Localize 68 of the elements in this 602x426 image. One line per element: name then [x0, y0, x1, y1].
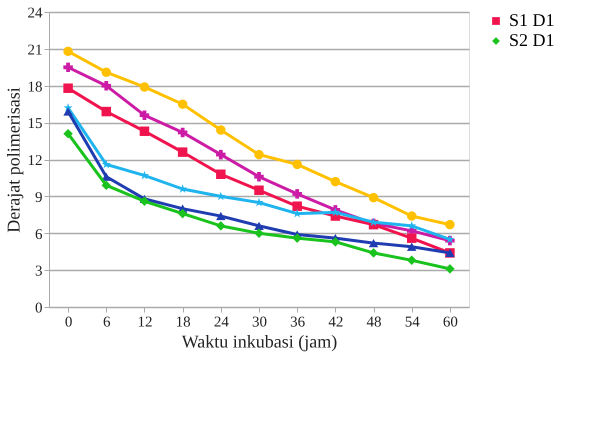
y-tick-label: 3 [35, 264, 42, 280]
y-tick-label: 24 [28, 6, 43, 22]
point [178, 128, 188, 138]
point [292, 160, 302, 170]
point [102, 81, 112, 90]
point [216, 170, 226, 179]
point [254, 150, 264, 160]
point [445, 264, 455, 274]
point [216, 150, 226, 160]
point [330, 176, 340, 186]
legend-label: S1 D1 [509, 10, 555, 30]
point [406, 211, 416, 221]
x-tick-label: 36 [290, 314, 306, 330]
point [178, 147, 188, 157]
y-tick-label: 9 [35, 190, 42, 206]
point [254, 172, 264, 182]
y-tick-label: 6 [35, 226, 43, 243]
point [63, 83, 73, 93]
point [330, 208, 340, 216]
x-tick-label: 48 [366, 314, 382, 330]
point [63, 62, 73, 72]
point [292, 189, 302, 199]
x-tick-label: 60 [442, 314, 458, 330]
point [140, 196, 150, 206]
y-tick-label: 21 [28, 42, 42, 58]
point [406, 233, 416, 243]
point [102, 180, 112, 190]
point [406, 256, 416, 266]
point [140, 126, 150, 136]
point [330, 237, 340, 247]
x-tick-label: 6 [103, 314, 112, 330]
point [254, 228, 264, 238]
legend-label: S2 D1 [509, 30, 555, 50]
point [406, 242, 416, 251]
point [63, 107, 73, 116]
x-tick-label: 24 [214, 314, 230, 330]
x-tick-label: 18 [176, 314, 191, 330]
x-tick-label: 42 [328, 314, 344, 330]
point [140, 82, 150, 92]
point [63, 46, 73, 56]
point [140, 110, 150, 120]
point [368, 248, 378, 258]
point [216, 221, 226, 231]
point [63, 128, 73, 138]
point [445, 220, 455, 230]
point [178, 99, 188, 109]
x-tick-label: 54 [404, 314, 420, 330]
point [178, 208, 188, 218]
x-tick-label: 12 [137, 314, 152, 330]
point [292, 233, 302, 243]
point [216, 125, 226, 135]
point [368, 238, 378, 248]
y-tick-label: 0 [35, 300, 42, 316]
point [102, 160, 111, 168]
point [102, 106, 112, 116]
x-axis-title: Waktu inkubasi (jam) [182, 332, 338, 352]
point [292, 201, 302, 211]
y-tick-label: 15 [28, 116, 42, 132]
y-axis-title: Derajat polimerisasi [4, 87, 24, 233]
point [254, 185, 264, 195]
x-tick-label: 0 [64, 314, 72, 330]
point [216, 212, 226, 220]
y-tick-label: 12 [28, 153, 42, 169]
point [102, 67, 112, 77]
point [368, 192, 378, 202]
y-tick-label: 18 [28, 79, 42, 96]
x-tick-label: 30 [252, 314, 267, 330]
point [254, 222, 264, 230]
